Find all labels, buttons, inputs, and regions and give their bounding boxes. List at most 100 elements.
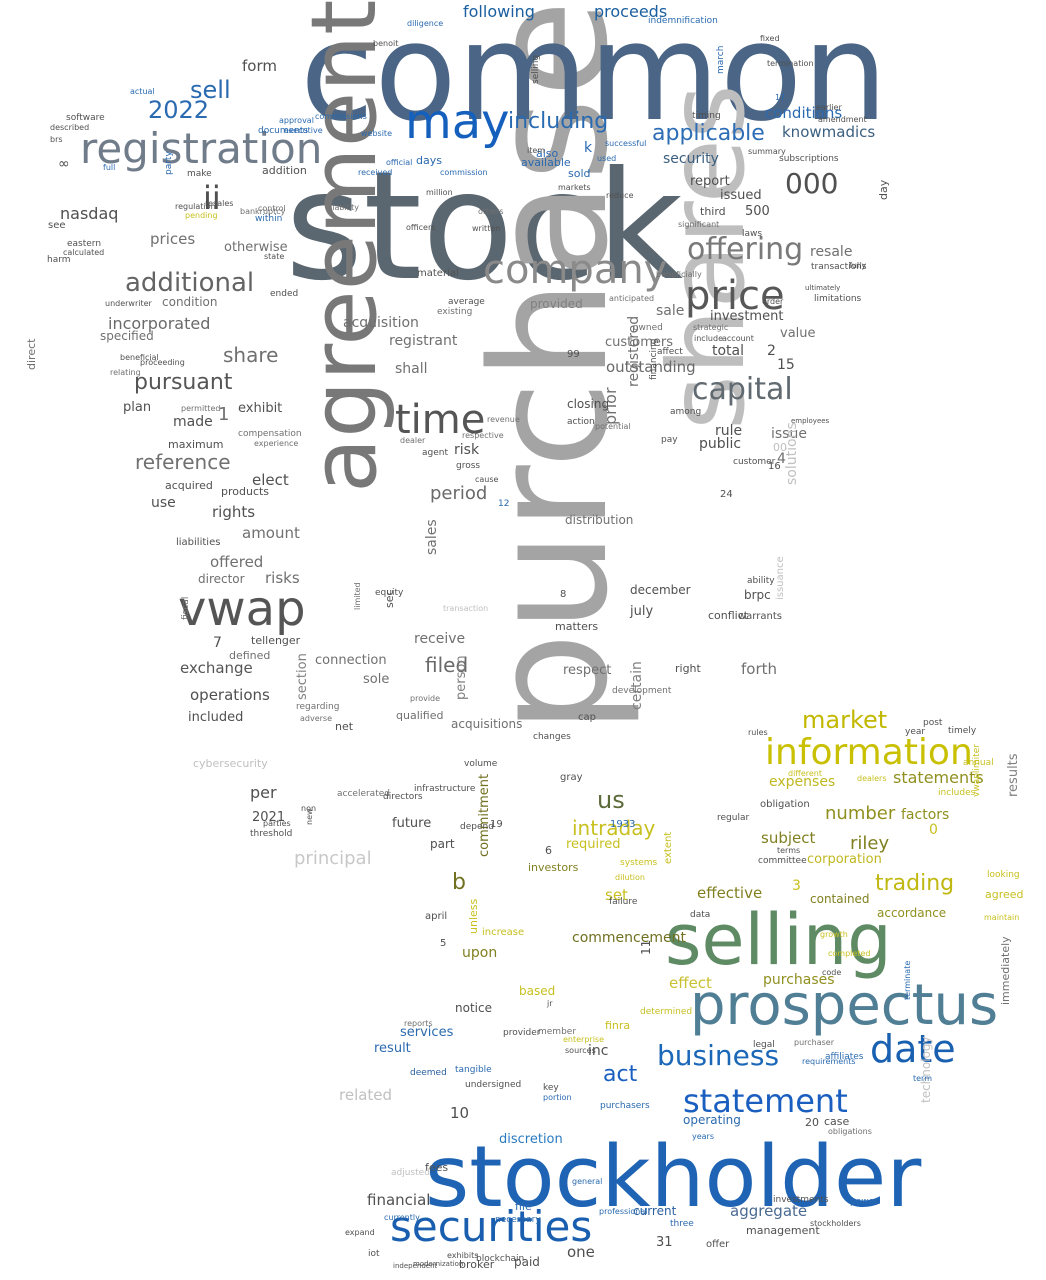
cloud-word: experience <box>254 439 299 448</box>
cloud-word: risk <box>454 442 480 458</box>
cloud-word: regular <box>717 813 750 823</box>
cloud-word: accelerated <box>337 789 390 799</box>
cloud-word: term <box>913 1074 932 1083</box>
cloud-word: party <box>164 151 174 175</box>
cloud-word: failure <box>609 897 638 907</box>
cloud-word: sale <box>656 303 685 319</box>
cloud-word: sole <box>363 672 390 687</box>
cloud-word: elect <box>252 471 289 489</box>
cloud-word: file <box>515 1200 532 1213</box>
cloud-word: significant <box>678 220 720 229</box>
cloud-word: strategic <box>693 323 729 332</box>
cloud-word: adverse <box>300 714 333 723</box>
cloud-word: 11 <box>639 939 653 955</box>
cloud-word: outstanding <box>606 358 696 376</box>
cloud-word: rights <box>212 503 256 521</box>
cloud-word: include <box>694 334 723 343</box>
cloud-word: requirements <box>802 1057 856 1066</box>
cloud-word: 0 <box>929 822 938 838</box>
cloud-word: period <box>430 483 488 504</box>
cloud-word: business <box>657 1039 780 1072</box>
cloud-word: changes <box>533 732 571 742</box>
cloud-word: described <box>50 123 90 132</box>
cloud-word: 2 <box>767 343 776 359</box>
cloud-word: provider <box>503 1028 541 1038</box>
cloud-word: average <box>448 297 485 307</box>
cloud-word: agreement <box>292 0 397 494</box>
cloud-word: documents <box>258 126 309 136</box>
cloud-word: blockchain <box>476 1254 525 1264</box>
cloud-word: reduce <box>606 191 634 200</box>
cloud-word: accordance <box>877 906 947 920</box>
cloud-word: 10 <box>450 1104 470 1122</box>
cloud-word: committee <box>758 856 807 866</box>
cloud-word: dilution <box>615 873 645 882</box>
cloud-word: officers <box>406 223 436 232</box>
cloud-word: professional <box>599 1207 648 1216</box>
cloud-word: exhibit <box>238 401 283 416</box>
cloud-word: volume <box>464 759 498 769</box>
cloud-word: data <box>690 910 711 920</box>
cloud-word: eastern <box>67 239 102 249</box>
cloud-word: provide <box>410 694 441 703</box>
cloud-word: amendment <box>818 115 867 124</box>
cloud-word: stockholders <box>810 1219 861 1228</box>
cloud-word: maximum <box>168 438 224 451</box>
cloud-word: factors <box>901 807 950 823</box>
cloud-word: current <box>633 1204 677 1218</box>
cloud-word: markets <box>558 183 591 192</box>
cloud-word: statements <box>893 768 984 787</box>
cloud-word: technology <box>919 1036 933 1103</box>
cloud-word: filed <box>425 653 469 677</box>
cloud-word: gross <box>456 461 481 471</box>
cloud-word: days <box>416 154 442 167</box>
cloud-word: undersigned <box>465 1080 522 1090</box>
cloud-word: 15 <box>777 357 795 373</box>
cloud-word: ended <box>270 289 299 299</box>
cloud-word: beneficial <box>120 353 159 362</box>
cloud-word: purchasers <box>600 1101 650 1111</box>
cloud-word: april <box>425 911 448 922</box>
cloud-word: selling <box>531 54 541 84</box>
cloud-word: 1933 <box>610 819 636 830</box>
cloud-word: respective <box>462 431 504 440</box>
cloud-word: fiscal <box>181 596 191 620</box>
cloud-word: customer <box>733 457 776 467</box>
cloud-word: control <box>258 204 286 213</box>
cloud-word: key <box>543 1083 559 1093</box>
cloud-word: unless <box>467 898 480 934</box>
cloud-word: net <box>335 720 354 733</box>
cloud-word: modernization <box>413 1260 464 1268</box>
cloud-word: commission <box>440 168 488 177</box>
cloud-word: may <box>405 94 510 150</box>
cloud-word: provided <box>530 297 583 311</box>
cloud-word: necessary <box>495 1215 541 1225</box>
cloud-word: directors <box>383 792 423 802</box>
cloud-word: riley <box>850 833 890 854</box>
cloud-word: jr <box>547 999 553 1008</box>
cloud-word: brs <box>50 135 63 144</box>
cloud-word: result <box>374 1041 411 1056</box>
cloud-word: investment <box>710 309 784 324</box>
cloud-word: reference <box>135 450 231 474</box>
cloud-word: registration <box>80 124 323 173</box>
cloud-word: infrastructure <box>414 784 476 794</box>
cloud-word: three <box>670 1219 694 1229</box>
cloud-word: 19 <box>490 819 503 830</box>
cloud-word: knowmadics <box>782 123 876 141</box>
cloud-word: purchaser <box>794 1038 835 1047</box>
cloud-word: account <box>722 334 754 343</box>
cloud-word: financing <box>649 338 659 380</box>
cloud-word: rule <box>715 423 743 439</box>
cloud-word: reports <box>404 1019 433 1028</box>
cloud-word: agreed <box>985 888 1024 901</box>
cloud-word: price <box>685 273 785 319</box>
cloud-word: used <box>597 154 617 163</box>
cloud-word: obligation <box>760 799 810 810</box>
cloud-word: 7 <box>213 635 222 651</box>
cloud-word: earlier <box>816 103 842 112</box>
cloud-word: prices <box>150 230 196 248</box>
cloud-word: see <box>48 220 66 231</box>
cloud-word: subject <box>761 829 816 847</box>
cloud-word: director <box>198 572 245 586</box>
